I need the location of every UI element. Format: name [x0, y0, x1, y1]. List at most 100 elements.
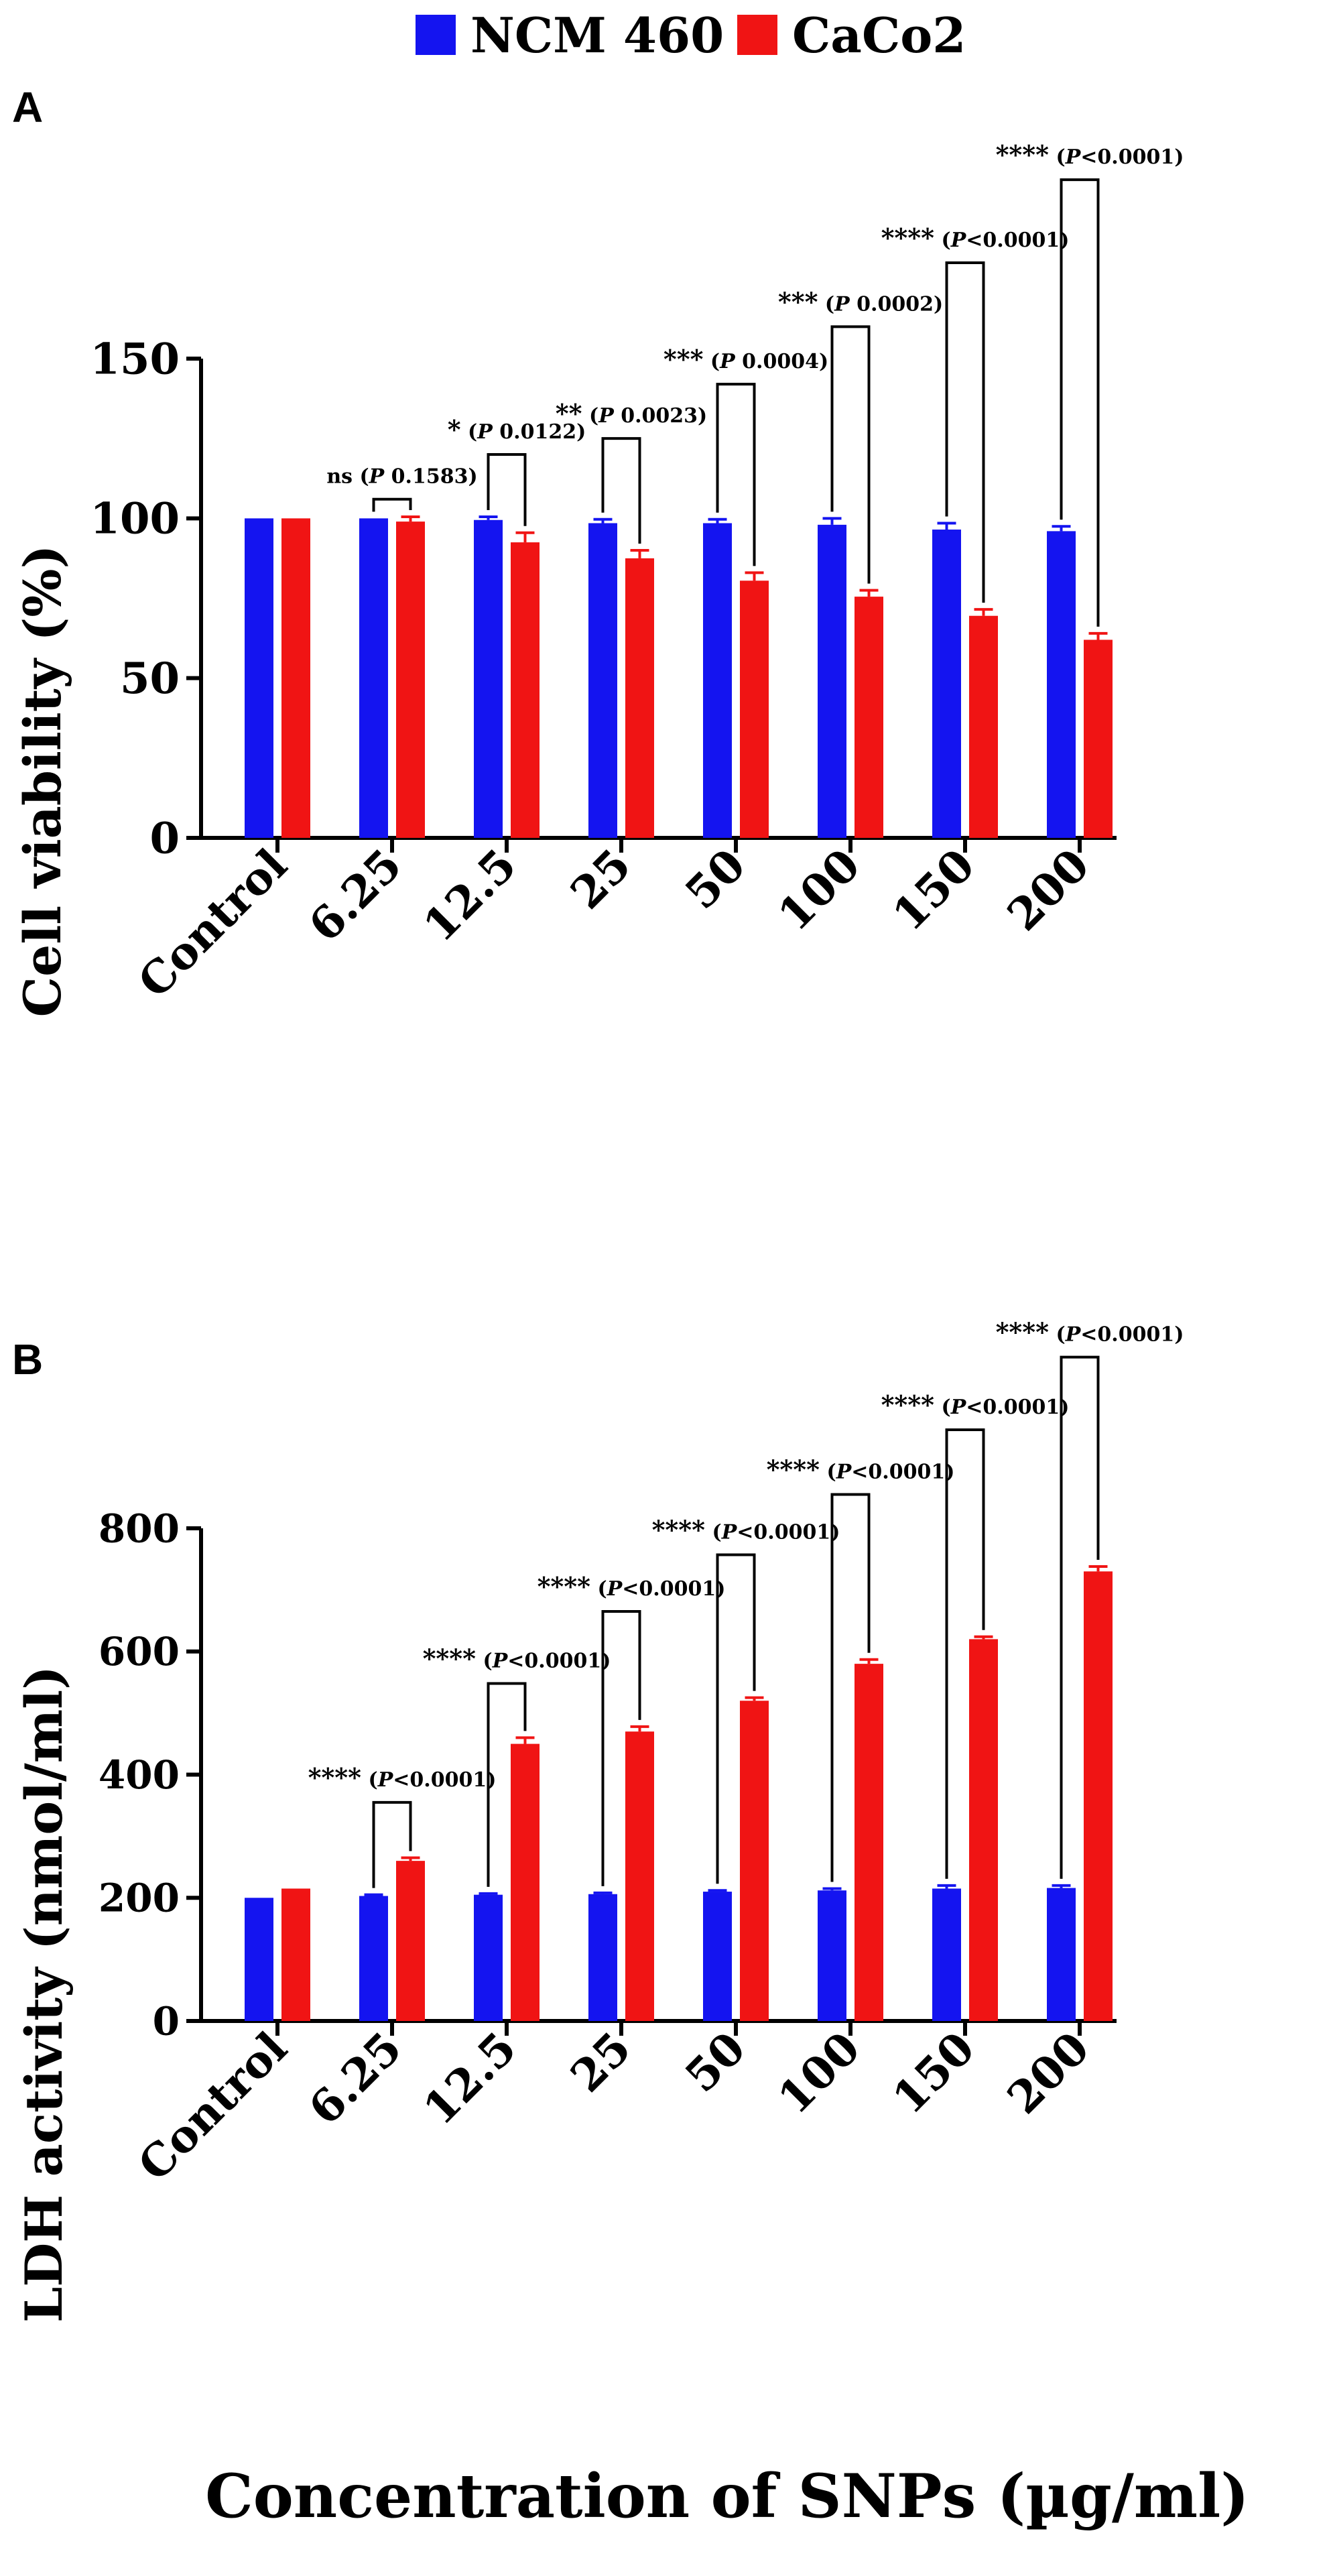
- bar-caco2: [396, 522, 425, 838]
- panel-a-bars: [245, 515, 1113, 838]
- p-symbol: P: [492, 1650, 509, 1673]
- p-symbol: P: [607, 1577, 623, 1601]
- significance-label: **** (P<0.0001): [767, 1454, 955, 1484]
- bar-caco2: [625, 558, 654, 838]
- bar-ncm460: [474, 519, 503, 838]
- significance-stars: ****: [996, 1317, 1050, 1347]
- y-tick-label: 400: [99, 1752, 180, 1798]
- bar-caco2: [281, 1888, 310, 2021]
- p-value: 0.0122): [493, 420, 586, 444]
- bar-ncm460: [245, 518, 273, 838]
- x-tick-label: Control: [128, 839, 297, 1007]
- x-tick-label: 200: [997, 839, 1100, 941]
- p-symbol: P: [950, 229, 967, 252]
- x-tick-label: 12.5: [413, 2022, 526, 2135]
- p-value-open: (: [1049, 145, 1066, 169]
- bar-ncm460: [588, 523, 617, 838]
- significance-label: **** (P<0.0001): [537, 1571, 726, 1601]
- bar-caco2: [740, 1701, 769, 2021]
- y-tick-label: 200: [99, 1876, 180, 1921]
- y-tick-label: 150: [90, 334, 180, 384]
- significance-stars: ****: [308, 1762, 362, 1792]
- p-value-open: (: [476, 1650, 493, 1673]
- bar-ncm460: [245, 1898, 273, 2021]
- significance-bracket: [1060, 178, 1100, 627]
- y-tick-label: 0: [149, 813, 180, 863]
- x-axis-title: Concentration of SNPs (µg/ml): [205, 2461, 1249, 2532]
- p-value: <0.0001): [393, 1768, 496, 1792]
- x-tick-label: 100: [768, 2022, 871, 2124]
- significance-stars: ****: [652, 1515, 706, 1545]
- p-value-open: (: [361, 1768, 378, 1792]
- p-symbol: P: [721, 1521, 738, 1544]
- p-value: <0.0001): [966, 1396, 1069, 1419]
- bar-caco2: [625, 1731, 654, 2021]
- p-symbol: P: [719, 350, 736, 373]
- p-value: <0.0001): [507, 1650, 611, 1673]
- bar-ncm460: [588, 1894, 617, 2021]
- p-symbol: P: [477, 420, 493, 444]
- p-value-open: (: [703, 350, 720, 373]
- legend-label-ncm460: NCM 460: [470, 7, 724, 64]
- bar-ncm460: [703, 1892, 732, 2021]
- significance-bracket: [945, 261, 985, 603]
- p-value-open: (: [461, 420, 478, 444]
- p-symbol: P: [377, 1768, 394, 1792]
- significance-bracket: [487, 1682, 527, 1887]
- p-value: 0.0023): [614, 404, 707, 428]
- bar-caco2: [396, 1861, 425, 2021]
- bar-caco2: [281, 518, 310, 838]
- p-value: <0.0001): [851, 1460, 954, 1483]
- panel-b-label: B: [12, 1335, 43, 1384]
- panel-b: B LDH activity (nmol/ml) 0 200 400 600 800 Co…: [12, 1317, 1184, 2323]
- significance-label: **** (P<0.0001): [308, 1762, 497, 1792]
- p-value: 0.0002): [850, 292, 943, 316]
- y-tick-label: 600: [99, 1629, 180, 1674]
- bar-ncm460: [818, 524, 846, 838]
- x-tick-label: 50: [675, 839, 755, 919]
- bar-ncm460: [932, 1888, 961, 2021]
- bar-ncm460: [932, 530, 961, 838]
- significance-stars: ns: [326, 465, 353, 489]
- x-tick-label: 150: [883, 2022, 985, 2124]
- bar-caco2: [740, 580, 769, 838]
- significance-label: ns (P 0.1583): [326, 465, 477, 489]
- significance-label: ** (P 0.0023): [556, 398, 707, 428]
- significance-stars: ****: [996, 139, 1050, 170]
- p-value-open: (: [1049, 1323, 1066, 1347]
- panel-b-annotations: **** (P<0.0001)**** (P<0.0001)**** (P<0.…: [308, 1317, 1184, 1888]
- significance-bracket: [945, 1428, 985, 1879]
- legend-label-caco2: CaCo2: [792, 7, 966, 64]
- p-symbol: P: [950, 1396, 967, 1419]
- panel-a-label: A: [12, 83, 43, 131]
- legend-swatch-caco2: [737, 15, 777, 55]
- p-value: <0.0001): [622, 1577, 725, 1601]
- x-tick-label: 6.25: [298, 2022, 412, 2135]
- significance-label: *** (P 0.0002): [778, 286, 943, 316]
- significance-bracket: [487, 453, 527, 526]
- panel-b-ylabel: LDH activity (nmol/ml): [14, 1666, 74, 2323]
- significance-label: **** (P<0.0001): [881, 1390, 1070, 1420]
- p-value-open: (: [820, 1460, 836, 1483]
- significance-stars: ****: [881, 223, 935, 253]
- significance-stars: ***: [778, 286, 818, 316]
- significance-bracket: [830, 325, 871, 584]
- x-tick-label: 150: [883, 839, 985, 941]
- p-value-open: (: [934, 229, 951, 252]
- p-symbol: P: [369, 465, 385, 489]
- y-tick-label: 800: [99, 1506, 180, 1551]
- p-value: <0.0001): [1080, 145, 1184, 169]
- y-tick-label: 0: [153, 1998, 180, 2044]
- bar-caco2: [969, 1639, 998, 2021]
- p-symbol: P: [834, 292, 850, 316]
- significance-stars: ****: [423, 1644, 477, 1674]
- significance-label: * (P 0.0122): [448, 414, 586, 444]
- significance-bracket: [716, 1553, 756, 1884]
- significance-bracket: [601, 437, 641, 544]
- significance-bracket: [716, 383, 756, 566]
- significance-bracket: [601, 1610, 641, 1886]
- significance-label: **** (P<0.0001): [996, 1317, 1184, 1347]
- p-value: <0.0001): [737, 1521, 840, 1544]
